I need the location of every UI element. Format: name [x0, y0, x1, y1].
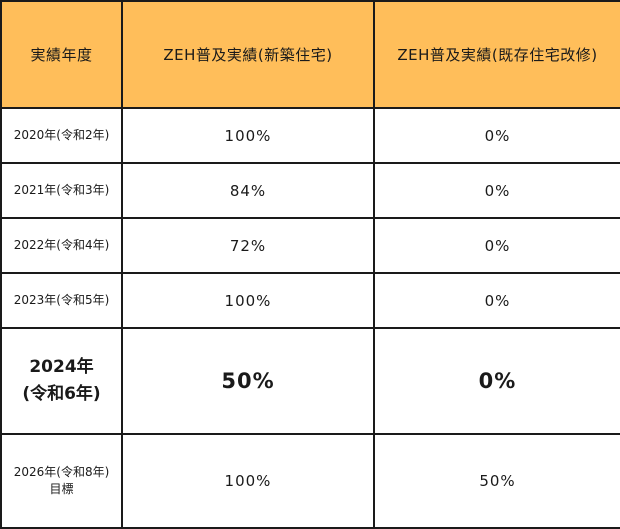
table-row: 2021年(令和3年) 84% 0% [0, 162, 620, 219]
year-cell: 2026年(令和8年) 目標 [0, 433, 123, 529]
renovation-value: 0% [373, 327, 620, 435]
header-new-build: ZEH普及実績(新築住宅) [121, 0, 375, 109]
target-note: 目標 [49, 482, 74, 496]
renovation-value: 0% [373, 217, 620, 274]
table-row: 2020年(令和2年) 100% 0% [0, 107, 620, 164]
year-cell: 2021年(令和3年) [0, 162, 123, 219]
year-cell: 2020年(令和2年) [0, 107, 123, 164]
new-build-value: 100% [121, 272, 375, 329]
year-label: 2024年 [29, 357, 94, 377]
reiwa-year-label: (令和6年) [22, 384, 101, 404]
header-fiscal-year: 実績年度 [0, 0, 123, 109]
renovation-value: 0% [373, 107, 620, 164]
table-row-current-year: 2024年 (令和6年) 50% 0% [0, 327, 620, 435]
header-row: 実績年度 ZEH普及実績(新築住宅) ZEH普及実績(既存住宅改修) [0, 0, 620, 109]
new-build-value: 72% [121, 217, 375, 274]
header-renovation: ZEH普及実績(既存住宅改修) [373, 0, 620, 109]
new-build-value: 84% [121, 162, 375, 219]
table-row: 2022年(令和4年) 72% 0% [0, 217, 620, 274]
year-cell: 2022年(令和4年) [0, 217, 123, 274]
new-build-value: 100% [121, 433, 375, 529]
new-build-value: 50% [121, 327, 375, 435]
new-build-value: 100% [121, 107, 375, 164]
year-label: 2026年(令和8年) [13, 465, 110, 479]
table-row: 2023年(令和5年) 100% 0% [0, 272, 620, 329]
renovation-value: 50% [373, 433, 620, 529]
year-cell: 2024年 (令和6年) [0, 327, 123, 435]
renovation-value: 0% [373, 162, 620, 219]
year-cell: 2023年(令和5年) [0, 272, 123, 329]
table-row-target: 2026年(令和8年) 目標 100% 50% [0, 433, 620, 529]
renovation-value: 0% [373, 272, 620, 329]
